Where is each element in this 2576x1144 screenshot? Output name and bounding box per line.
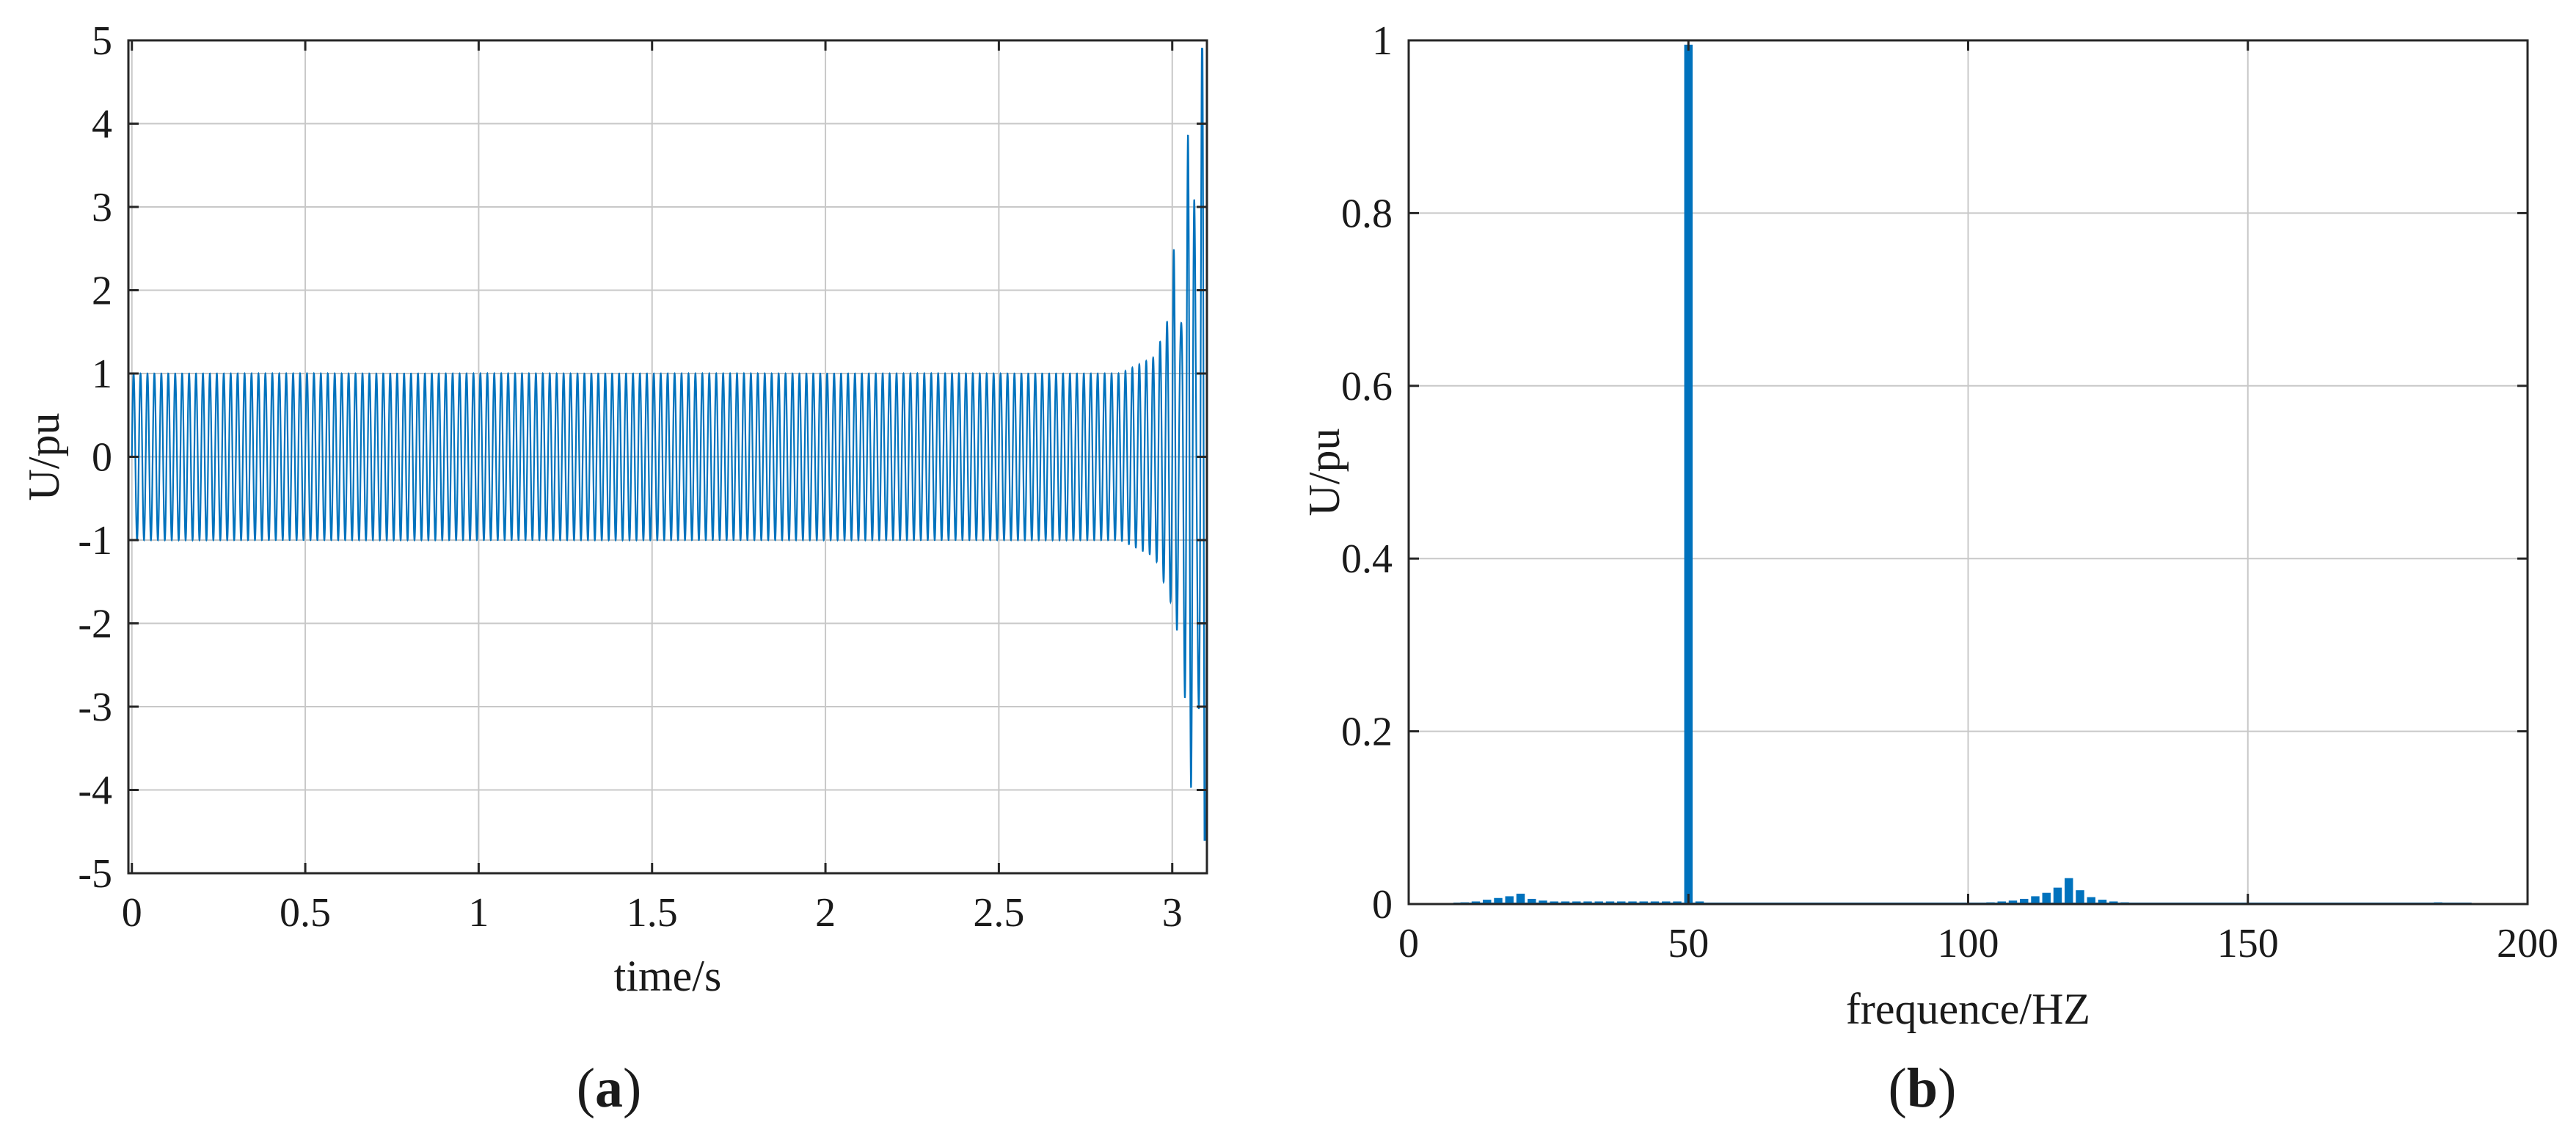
spectrum-bar <box>1539 900 1547 904</box>
x-tick-label: 50 <box>1668 921 1709 966</box>
caption-a: (a) <box>576 1057 642 1119</box>
spectrum-bar <box>2065 878 2073 904</box>
y-tick-label: -5 <box>78 851 112 897</box>
y-tick-label: 3 <box>92 185 112 230</box>
spectrum-bar <box>1528 898 1536 904</box>
y-tick-label: -4 <box>78 768 112 814</box>
spectrum-bar <box>2087 897 2095 904</box>
spectrum-bar <box>1684 44 1693 904</box>
caption-a-letter: a <box>595 1057 623 1119</box>
spectrum-bar <box>1516 893 1525 904</box>
x-tick-label: 2 <box>815 890 836 936</box>
x-tick-label: 100 <box>1938 921 1999 966</box>
y-tick-label: 1 <box>1372 18 1393 64</box>
y-tick-label: 1 <box>92 351 112 397</box>
spectrum-bar <box>1505 896 1514 904</box>
y-tick-label: 4 <box>92 102 112 147</box>
frequency-spectrum-chart: 0 50 100 150 200 0 0.2 0.4 0.6 0.8 1 frequence/HZ U/… <box>1300 18 2558 1033</box>
y-tick-label: 0 <box>1372 882 1393 928</box>
time-domain-chart: 0 0.5 1 1.5 2 2.5 3 -5 -4 -3 -2 -1 0 1 2 3 4 5 time/s U/pu <box>20 18 1208 1000</box>
y-axis-label: U/pu <box>1300 429 1349 517</box>
x-tick-label: 0.5 <box>280 890 331 936</box>
x-tick-label: 200 <box>2497 921 2558 966</box>
y-axis-label: U/pu <box>20 413 68 501</box>
x-tick-label: 150 <box>2217 921 2279 966</box>
y-tick-label: -1 <box>78 518 112 564</box>
spectrum-bar <box>2098 900 2107 904</box>
chart-panel-a: 0 0.5 1 1.5 2 2.5 3 -5 -4 -3 -2 -1 0 1 2 3 4 5 time/s U/pu <box>0 0 1277 1144</box>
x-tick-label: 3 <box>1162 890 1183 936</box>
spectrum-bar <box>1483 900 1492 904</box>
spectrum-bar <box>2053 887 2062 904</box>
spectrum-bar <box>2031 896 2040 904</box>
x-axis-label: time/s <box>614 952 722 1000</box>
x-tick-label: 1.5 <box>627 890 678 936</box>
voltage-waveform-line <box>131 48 1208 841</box>
caption-b-letter: b <box>1906 1057 1938 1119</box>
y-tick-label: 5 <box>92 18 112 64</box>
y-tick-label: 0.8 <box>1341 191 1393 236</box>
y-tick-label: 0 <box>92 435 112 481</box>
x-tick-label: 0 <box>122 890 142 936</box>
chart-panel-b: 0 50 100 150 200 0 0.2 0.4 0.6 0.8 1 frequence/HZ U/… <box>1277 0 2576 1144</box>
spectrum-bar <box>2042 892 2051 904</box>
y-tick-label: 0.6 <box>1341 364 1393 409</box>
spectrum-bar <box>2076 890 2084 904</box>
x-tick-label: 1 <box>468 890 489 936</box>
y-tick-label: -2 <box>78 602 112 647</box>
caption-b: (b) <box>1888 1057 1957 1119</box>
y-tick-label: 2 <box>92 269 112 314</box>
spectrum-bar <box>2020 898 2029 904</box>
x-tick-label: 2.5 <box>973 890 1024 936</box>
x-axis-label: frequence/HZ <box>1846 985 2090 1033</box>
spectrum-bar <box>1494 897 1503 904</box>
x-tick-label: 0 <box>1398 921 1419 966</box>
y-tick-label: 0.2 <box>1341 710 1393 755</box>
y-tick-label: 0.4 <box>1341 536 1393 582</box>
spectrum-bar <box>2008 900 2018 904</box>
y-tick-label: -3 <box>78 685 112 730</box>
